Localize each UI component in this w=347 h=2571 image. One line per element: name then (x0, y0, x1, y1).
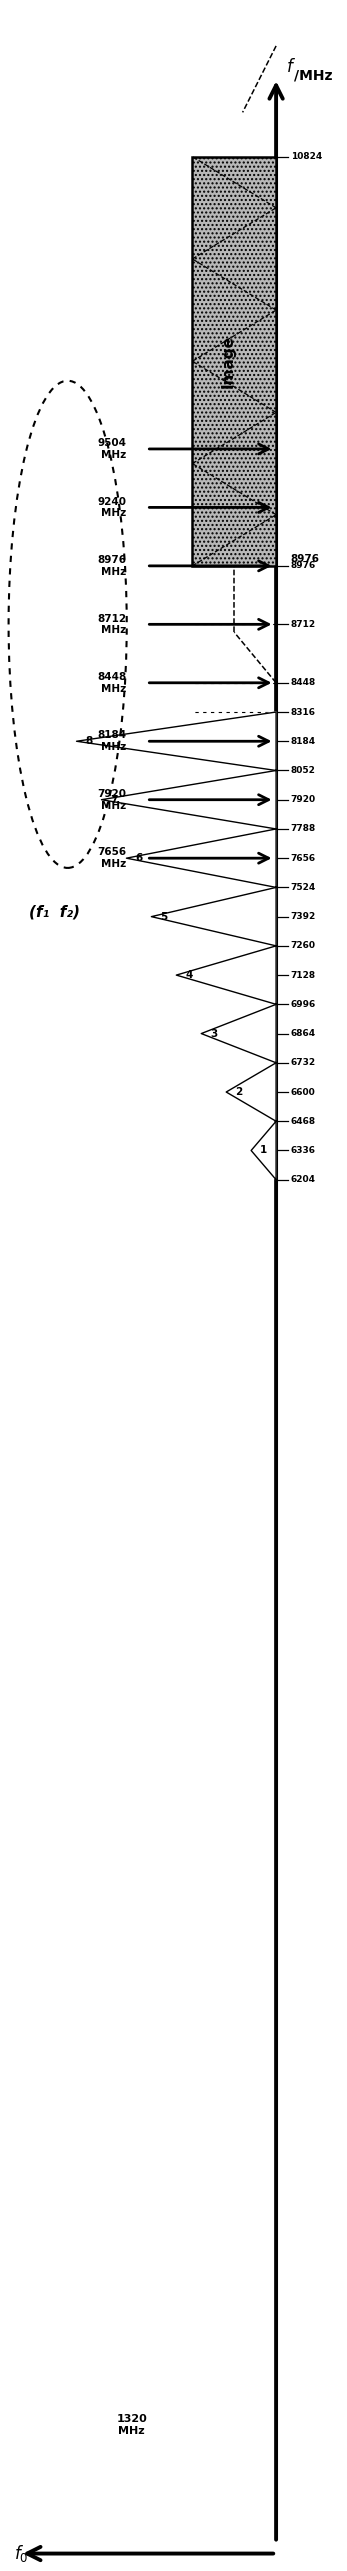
Text: 10824: 10824 (291, 152, 322, 162)
Text: 1320
MHz: 1320 MHz (116, 2414, 147, 2435)
Text: 9504
MHz: 9504 MHz (98, 437, 127, 460)
Text: 7656: 7656 (291, 854, 316, 864)
Text: 7392: 7392 (291, 913, 316, 920)
Polygon shape (201, 1005, 276, 1062)
Text: $f$: $f$ (286, 59, 296, 77)
Text: 4: 4 (185, 969, 193, 980)
Text: 7128: 7128 (291, 972, 316, 980)
Text: 7920
MHz: 7920 MHz (98, 789, 127, 810)
Text: 6600: 6600 (291, 1088, 316, 1095)
Text: 7656
MHz: 7656 MHz (98, 848, 127, 869)
Bar (192, 157, 276, 566)
Text: 6864: 6864 (291, 1028, 316, 1039)
Polygon shape (151, 887, 276, 946)
Text: 8976: 8976 (291, 560, 316, 571)
Text: 7524: 7524 (291, 882, 316, 892)
Polygon shape (101, 771, 276, 828)
Polygon shape (251, 1121, 276, 1180)
Text: 6: 6 (135, 854, 143, 864)
Text: 9240
MHz: 9240 MHz (98, 496, 127, 519)
Text: $f_0$: $f_0$ (14, 2543, 28, 2563)
Text: 8976
MHz: 8976 MHz (98, 555, 127, 576)
Text: 8: 8 (85, 735, 93, 746)
Text: 8448
MHz: 8448 MHz (98, 671, 127, 694)
Text: 7: 7 (110, 794, 118, 805)
Text: Image: Image (220, 334, 235, 388)
Text: 1: 1 (260, 1147, 267, 1154)
Text: 2: 2 (235, 1088, 242, 1098)
Text: 8184: 8184 (291, 738, 316, 746)
Polygon shape (226, 1062, 276, 1121)
Text: 6204: 6204 (291, 1175, 316, 1185)
Text: /MHz: /MHz (294, 67, 333, 82)
Text: 6336: 6336 (291, 1147, 316, 1154)
Text: 8052: 8052 (291, 766, 316, 774)
Text: 6996: 6996 (291, 1000, 316, 1008)
Polygon shape (126, 828, 276, 887)
Text: 7260: 7260 (291, 941, 316, 951)
Polygon shape (176, 946, 276, 1005)
Text: 8448: 8448 (291, 679, 316, 686)
Text: 8712: 8712 (291, 620, 316, 630)
Text: 6732: 6732 (291, 1059, 316, 1067)
Text: 7920: 7920 (291, 794, 316, 805)
Text: 7788: 7788 (291, 825, 316, 833)
Text: 3: 3 (210, 1028, 217, 1039)
Text: 5: 5 (160, 913, 168, 920)
Polygon shape (77, 712, 276, 771)
Text: 8316: 8316 (291, 707, 316, 717)
Text: (f₁  f₂): (f₁ f₂) (29, 905, 80, 920)
Text: 8184
MHz: 8184 MHz (98, 730, 127, 753)
Text: 8976: 8976 (291, 553, 320, 563)
Text: 8712
MHz: 8712 MHz (98, 614, 127, 635)
Text: 6468: 6468 (291, 1116, 316, 1126)
